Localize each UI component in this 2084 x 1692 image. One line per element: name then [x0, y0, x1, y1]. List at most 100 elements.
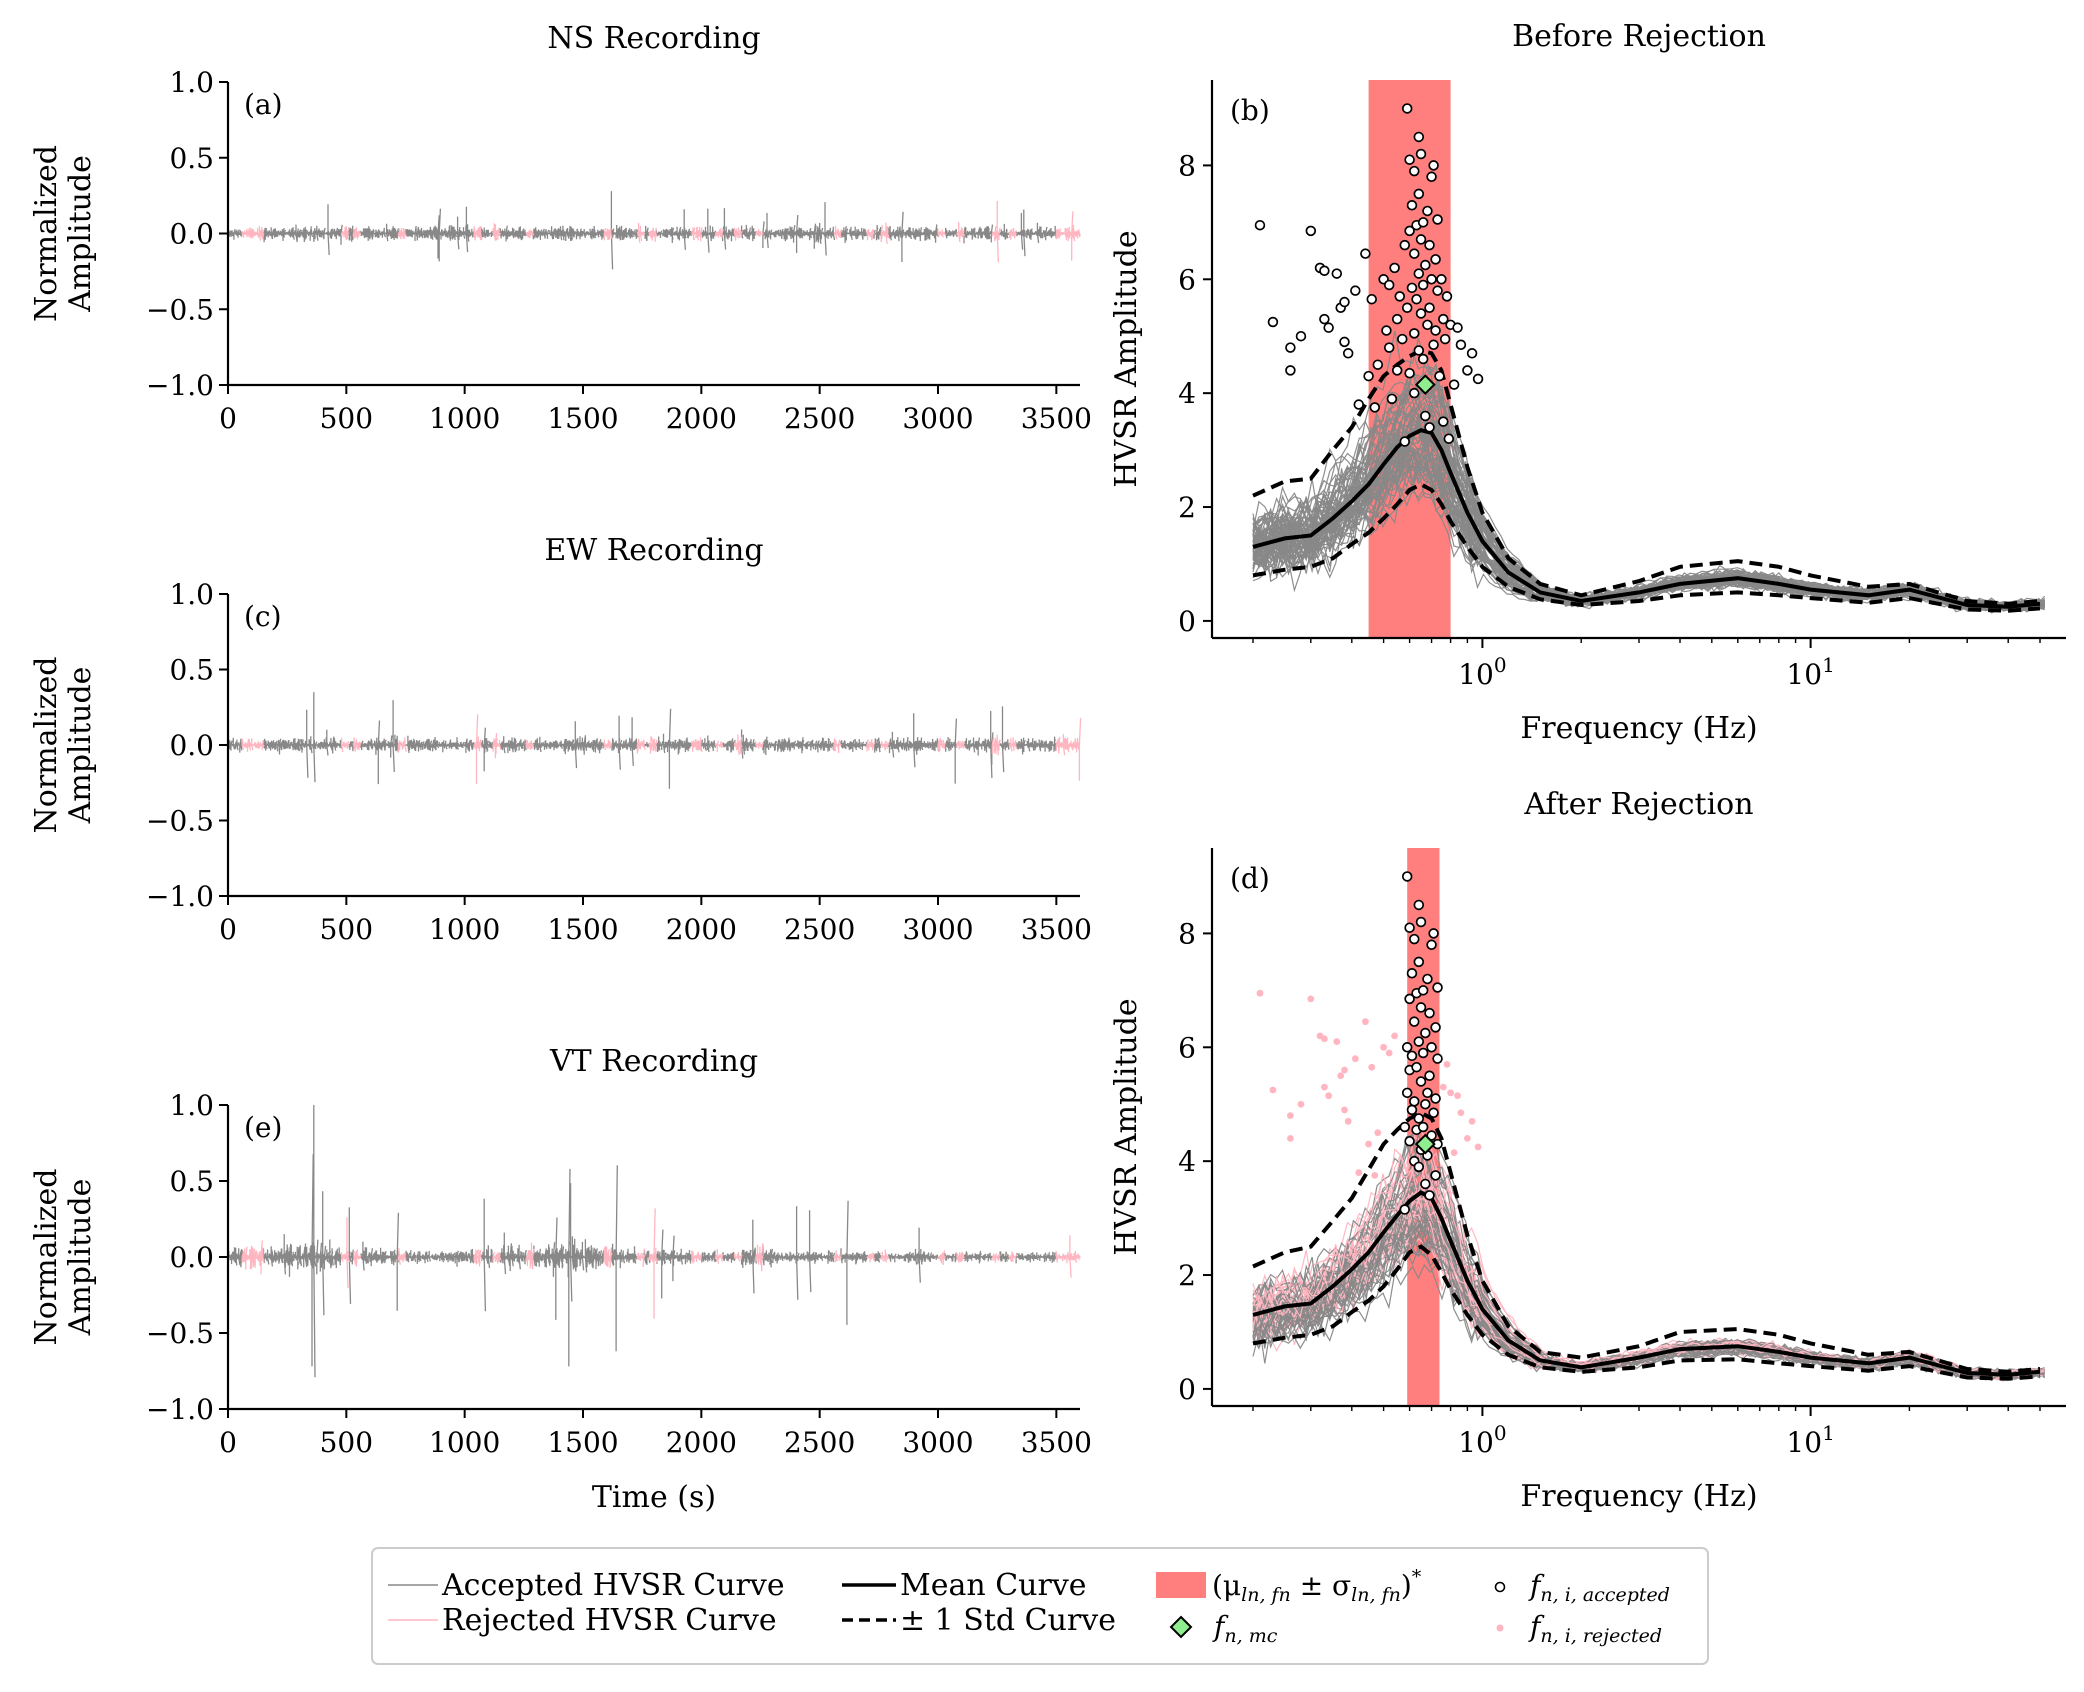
fn-i-accepted-point — [1406, 200, 1418, 211]
fn-i-accepted-point — [1424, 239, 1435, 251]
panel-title-e: VT Recording — [549, 1044, 758, 1079]
x-tick-label-c: 2500 — [784, 913, 855, 946]
y-tick-label-d: 2 — [1178, 1259, 1196, 1292]
accepted-signal-e — [227, 1105, 1058, 1378]
fn-i-accepted-point — [1424, 302, 1435, 314]
fn-i-accepted-point — [1436, 274, 1447, 285]
y-axis-label-line: Amplitude — [63, 155, 98, 313]
fn-i-accepted-point — [1443, 433, 1455, 444]
x-tick-label-a: 1000 — [429, 402, 500, 435]
x-tick-label-e: 1000 — [429, 1426, 500, 1459]
fn-i-rejected-point — [1454, 1092, 1461, 1100]
x-tick-base: 10 — [1786, 1426, 1822, 1459]
fn-i-accepted-point — [1331, 268, 1343, 279]
fn-i-accepted-point — [1342, 348, 1354, 359]
fn-i-accepted-point — [1432, 285, 1443, 296]
fn-i-accepted-point — [1417, 1047, 1429, 1059]
fn-i-accepted-point — [1389, 262, 1400, 274]
x-tick-base: 10 — [1786, 658, 1822, 691]
y-tick-label-a: 0.5 — [169, 142, 214, 175]
panel-title-c: EW Recording — [544, 533, 763, 568]
x-tick-label-c: 2000 — [666, 913, 737, 946]
fn-i-accepted-point — [1430, 1170, 1441, 1181]
legend-accepted-label: Accepted HVSR Curve — [441, 1568, 785, 1603]
fn-i-accepted-point — [1424, 1190, 1435, 1201]
fn-i-accepted-point — [1455, 339, 1467, 351]
fn-i-rejected-point — [1474, 1143, 1482, 1151]
x-tick-label-c: 1500 — [547, 913, 618, 946]
fn-i-accepted-point — [1417, 217, 1429, 228]
fn-i-accepted-point — [1399, 436, 1411, 447]
fn-i-rejected-point — [1391, 1032, 1398, 1040]
fn-i-accepted-point — [1428, 160, 1439, 171]
fn-i-accepted-point — [1404, 154, 1415, 165]
panel-label-d: (d) — [1230, 862, 1270, 895]
fn-i-accepted-point — [1406, 282, 1418, 294]
plot-area-d — [1252, 848, 2046, 1406]
fn-i-accepted-point — [1404, 993, 1415, 1005]
fn-i-accepted-point — [1323, 322, 1334, 333]
panel-c: −1.0 −0.5 0.0 0.5 1.0 0 500 1000 1500 2000 2500 300… — [29, 533, 1092, 946]
fn-i-accepted-point — [1438, 313, 1449, 325]
fn-i-accepted-point — [1434, 370, 1445, 382]
fn-i-rejected-point — [1341, 1066, 1348, 1074]
fn-i-accepted-point — [1305, 225, 1317, 237]
fn-i-accepted-point — [1404, 367, 1415, 379]
fn-i-accepted-point — [1353, 399, 1365, 410]
fn-i-accepted-point — [1432, 1053, 1443, 1064]
y-tick-label-b: 6 — [1178, 263, 1196, 296]
x-tick-label-e: 500 — [320, 1426, 373, 1459]
x-tick-label-d: 101 — [1786, 1421, 1834, 1459]
x-tick-exponent: 0 — [1494, 1421, 1507, 1445]
fn-i-accepted-point — [1441, 291, 1453, 302]
fn-i-accepted-point — [1381, 325, 1392, 336]
fn-i-accepted-point — [1413, 268, 1425, 279]
y-tick-label-a: 0.0 — [169, 218, 214, 251]
fn-i-rejected-point — [1269, 1086, 1277, 1094]
x-tick-base: 10 — [1458, 658, 1494, 691]
fn-i-rejected-point — [1344, 1117, 1352, 1125]
x-tick-label-e: 2000 — [666, 1426, 737, 1459]
fn-i-accepted-point — [1413, 1161, 1425, 1173]
fn-i-accepted-point — [1420, 1027, 1431, 1039]
panel-label-a: (a) — [244, 88, 283, 121]
fn-i-accepted-point — [1409, 387, 1420, 399]
fn-i-accepted-point — [1415, 1076, 1427, 1087]
fn-i-accepted-point — [1409, 933, 1420, 945]
fn-i-rejected-point — [1320, 1083, 1328, 1091]
fn-i-rejected-point — [1450, 1149, 1458, 1157]
fn-i-rejected-point — [1325, 1092, 1333, 1100]
x-tick-exponent: 0 — [1494, 653, 1507, 677]
fn-i-accepted-point — [1438, 416, 1449, 427]
fn-i-accepted-point — [1413, 956, 1425, 968]
y-tick-label-b: 0 — [1178, 605, 1196, 638]
y-axis-label-line: Amplitude — [63, 1179, 98, 1337]
fn-i-accepted-point — [1409, 165, 1420, 177]
fn-i-accepted-point — [1415, 148, 1427, 160]
fn-i-accepted-point — [1422, 973, 1433, 985]
fn-i-accepted-point — [1462, 365, 1473, 376]
fn-i-accepted-point — [1413, 1113, 1425, 1124]
fn-i-rejected-point — [1361, 1018, 1369, 1026]
fn-i-accepted-point — [1411, 293, 1422, 305]
x-tick-label-d: 100 — [1458, 1421, 1506, 1459]
fn-i-accepted-point — [1420, 1178, 1431, 1190]
y-tick-label-e: 0.5 — [169, 1165, 214, 1198]
fn-i-accepted-point — [1383, 342, 1395, 353]
x-tick-label-e: 0 — [219, 1426, 237, 1459]
fn-i-accepted-point — [1404, 1135, 1415, 1147]
y-tick-label-d: 8 — [1178, 917, 1196, 950]
fn-i-accepted-point — [1295, 330, 1307, 342]
y-axis-label-line: Amplitude — [63, 667, 98, 825]
y-tick-label-b: 8 — [1178, 149, 1196, 182]
fn-i-rejected-point — [1307, 995, 1315, 1003]
fn-i-rejected-point — [1287, 1112, 1294, 1120]
accepted-hvsr-curve — [1252, 1161, 2045, 1380]
fn-i-accepted-point — [1369, 402, 1381, 413]
fn-i-rejected-point — [1320, 1035, 1328, 1043]
y-tick-label-b: 2 — [1178, 491, 1196, 524]
y-tick-label-a: −0.5 — [146, 293, 214, 326]
y-tick-label-a: 1.0 — [169, 66, 214, 99]
fn-i-rejected-point — [1337, 1072, 1345, 1080]
